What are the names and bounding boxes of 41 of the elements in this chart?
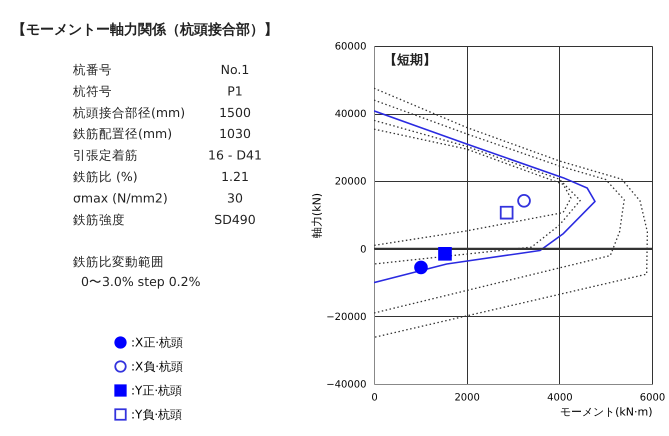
text: 1500 [219,104,251,120]
text: 1030 [219,126,251,142]
point [438,247,452,261]
text: 【モーメントー軸力関係（杭頭接合部）】 [12,21,278,38]
text: 1.21 [221,169,249,184]
line-series [374,110,596,284]
text: 杭頭接合部径(mm) [72,104,186,120]
y-tick-label: −40000 [326,380,366,390]
x-tick-label: 2000 [454,392,480,404]
point [517,194,531,208]
text: P1 [227,83,243,98]
text: 杭番号 [72,62,112,77]
text: 16 - D41 [208,148,262,163]
point [414,260,428,274]
text: 引張定着筋 [73,148,138,163]
text: σmax (N/mm2) [73,190,168,206]
text: 0〜3.0% step 0.2% [81,274,201,289]
annotation: 【短期】 [384,52,436,68]
text: SD490 [214,212,256,227]
text: No.1 [220,62,250,77]
y-tick-label: 40000 [334,109,366,120]
x-tick-label: 0 [371,392,378,404]
legend-label: :Y負·杭頭 [131,408,182,422]
y-tick-label: 0 [360,244,366,256]
y-tick-label: −20000 [326,312,366,323]
x-tick-label: 6000 [640,392,666,404]
legend-label: :X正·杭頭 [131,336,184,350]
text: 鉄筋比変動範囲 [73,254,164,269]
y-tick-label: 60000 [334,42,366,52]
legend-label: :Y正·杭頭 [131,384,182,398]
legend-label: :X負·杭頭 [131,360,184,374]
point [500,206,514,220]
x-axis-title: モーメント(kN·m) [560,406,652,418]
text: 鉄筋配置径(mm) [73,126,172,142]
x-tick-label: 4000 [547,392,573,404]
text: 鉄筋比 (%) [73,169,138,184]
text: 鉄筋強度 [73,212,125,227]
text: 30 [227,190,243,206]
y-axis-title: 軸力(kN) [310,192,324,238]
y-tick-label: 20000 [334,176,366,188]
text: 杭符号 [72,83,112,98]
